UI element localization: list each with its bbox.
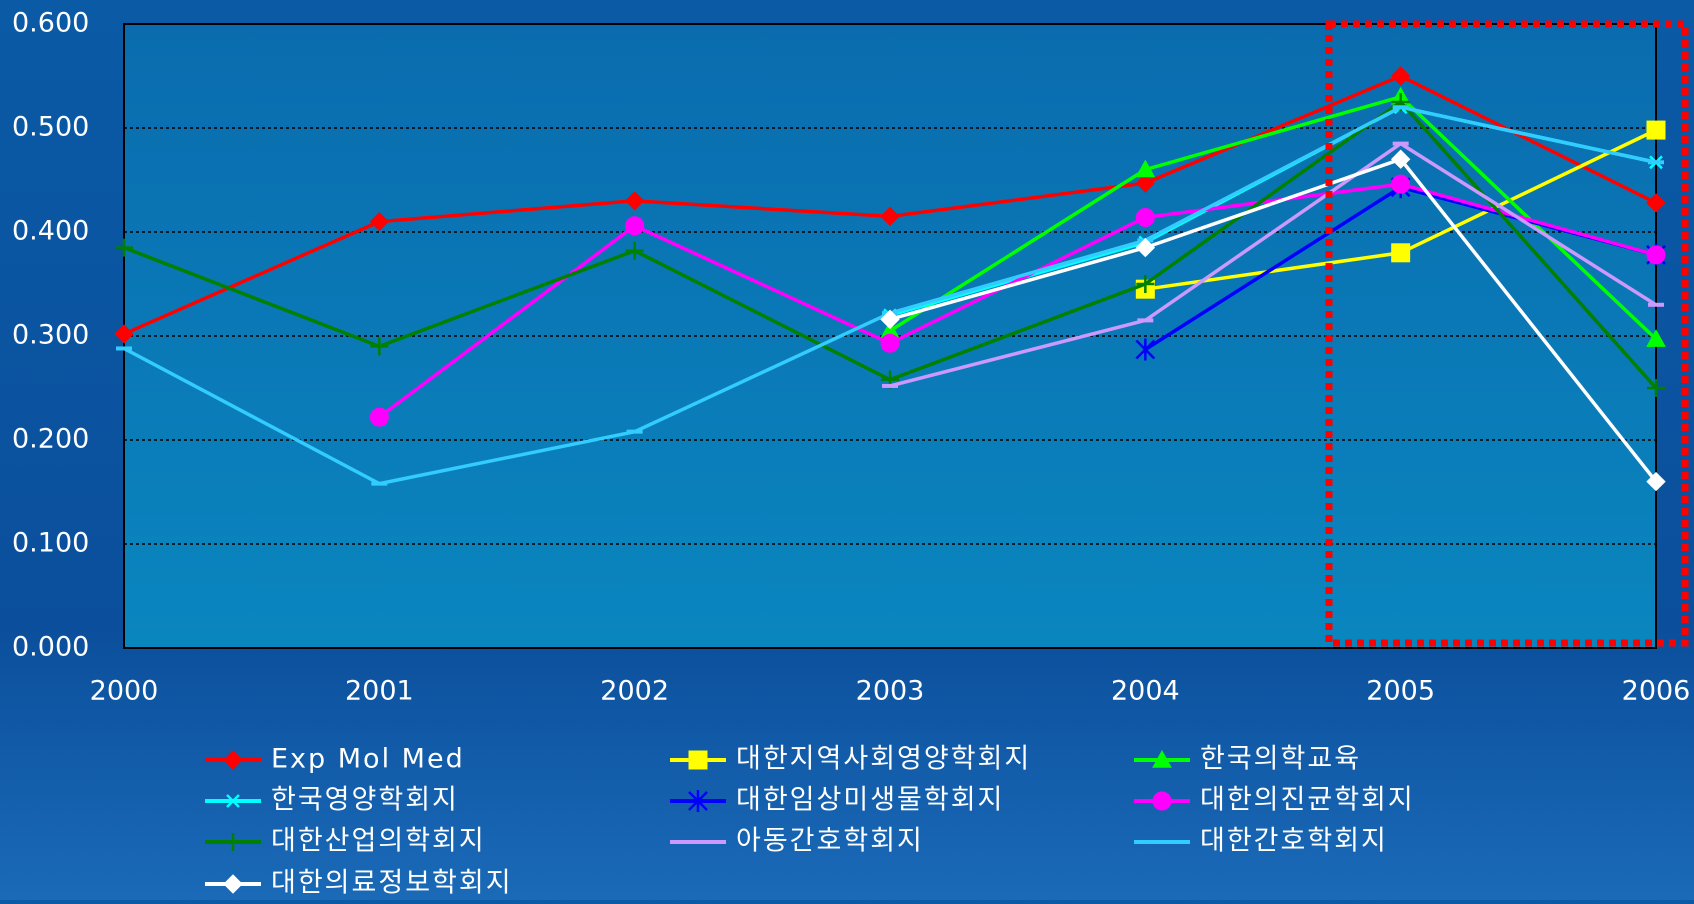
x-tick-label: 2005 bbox=[1366, 676, 1435, 707]
y-tick-label: 0.600 bbox=[12, 8, 89, 39]
legend-marker bbox=[223, 750, 243, 770]
legend-marker bbox=[224, 833, 242, 851]
legend-label: 대한지역사회영양학회지 bbox=[736, 744, 1031, 775]
marker bbox=[880, 206, 900, 227]
x-tick-label: 2004 bbox=[1111, 676, 1180, 707]
legend-marker bbox=[688, 790, 708, 812]
legend-marker bbox=[1152, 749, 1172, 768]
marker bbox=[1135, 338, 1156, 361]
legend-label: 한국의학교육 bbox=[1200, 744, 1361, 775]
legend-label: Exp Mol Med bbox=[271, 744, 465, 775]
marker bbox=[114, 324, 134, 344]
marker bbox=[1646, 193, 1666, 213]
legend-label: 대한산업의학회지 bbox=[271, 826, 486, 857]
series-line bbox=[378, 182, 1657, 419]
marker bbox=[1135, 159, 1156, 178]
marker bbox=[624, 191, 645, 211]
legend-label: 아동간호학회지 bbox=[736, 826, 924, 857]
legend-marker bbox=[226, 794, 240, 808]
y-tick-label: 0.300 bbox=[12, 320, 89, 351]
marker bbox=[1646, 245, 1666, 265]
y-tick-label: 0.000 bbox=[12, 632, 89, 663]
legend-label: 대한간호학회지 bbox=[1200, 826, 1388, 857]
marker bbox=[625, 241, 644, 260]
marker bbox=[1391, 243, 1411, 263]
marker bbox=[1135, 207, 1155, 227]
y-tick-label: 0.100 bbox=[12, 528, 89, 559]
marker bbox=[1646, 329, 1666, 347]
legend-label: 대한임상미생물학회지 bbox=[736, 785, 1004, 816]
marker bbox=[1646, 120, 1666, 140]
x-tick-label: 2006 bbox=[1622, 676, 1691, 707]
marker bbox=[369, 211, 390, 232]
marker bbox=[880, 333, 900, 353]
y-tick-label: 0.200 bbox=[12, 424, 89, 455]
marker bbox=[1135, 173, 1156, 193]
highlight-box bbox=[1325, 20, 1689, 647]
series-line bbox=[889, 157, 1658, 483]
marker bbox=[1647, 379, 1665, 397]
marker bbox=[115, 238, 133, 257]
legend-marker bbox=[1152, 791, 1172, 811]
y-tick-label: 0.400 bbox=[12, 216, 89, 247]
marker bbox=[1646, 471, 1666, 492]
legend-label: 대한의진균학회지 bbox=[1200, 785, 1415, 816]
legend-label: 한국영양학회지 bbox=[271, 785, 459, 816]
x-tick-label: 2001 bbox=[345, 676, 414, 707]
marker bbox=[1390, 149, 1411, 169]
marker bbox=[1136, 275, 1155, 293]
marker bbox=[880, 309, 900, 330]
marker bbox=[369, 407, 389, 427]
x-tick-label: 2002 bbox=[600, 676, 669, 707]
legend-marker bbox=[223, 874, 243, 894]
marker bbox=[625, 216, 645, 236]
x-tick-label: 2000 bbox=[90, 676, 159, 707]
x-tick-label: 2003 bbox=[856, 676, 925, 707]
marker bbox=[1390, 66, 1411, 86]
legend-marker bbox=[688, 750, 708, 770]
marker bbox=[370, 337, 389, 356]
marker bbox=[1135, 237, 1156, 258]
series-line bbox=[889, 141, 1657, 388]
y-tick-label: 0.500 bbox=[12, 112, 89, 143]
legend-label: 대한의료정보학회지 bbox=[271, 868, 513, 899]
marker bbox=[1391, 174, 1411, 194]
